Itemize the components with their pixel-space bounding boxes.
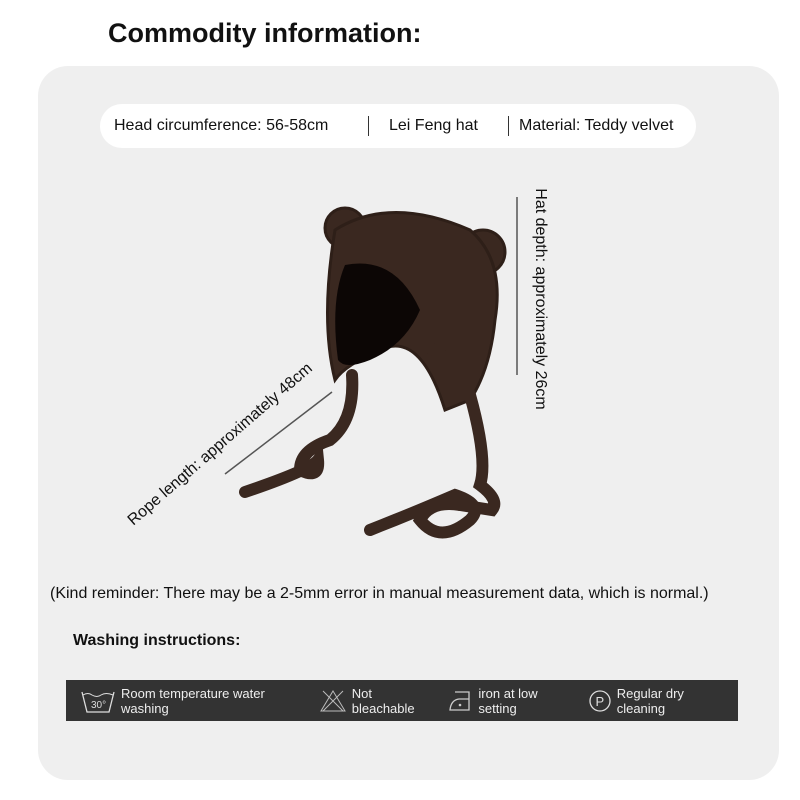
- iron-label: iron at low setting: [478, 685, 538, 716]
- info-panel: [38, 66, 779, 780]
- divider: [368, 116, 369, 136]
- divider: [508, 116, 509, 136]
- rope-line: [224, 391, 333, 475]
- dry-clean-p-icon: P: [588, 689, 612, 713]
- head-circumference: Head circumference: 56-58cm: [114, 117, 329, 134]
- material: Material: Teddy velvet: [519, 117, 674, 134]
- wash-30-icon: 30°: [80, 688, 116, 714]
- no-bleach-icon: [319, 689, 347, 713]
- page-title: Commodity information:: [108, 18, 422, 48]
- washing-title: Washing instructions:: [73, 632, 241, 649]
- dry-clean-label: Regular dry cleaning: [616, 685, 684, 716]
- svg-text:P: P: [595, 694, 604, 709]
- spec-bar: Head circumference: 56-58cm Lei Feng hat…: [100, 104, 696, 148]
- svg-text:30°: 30°: [91, 700, 106, 711]
- iron-low-icon: [447, 688, 473, 714]
- measurement-reminder: (Kind reminder: There may be a 2-5mm err…: [50, 585, 709, 602]
- hat-depth-label: Hat depth: approximately 26cm: [532, 188, 549, 410]
- hat-style: Lei Feng hat: [389, 117, 478, 134]
- washing-bar: 30° Room temperature water washing Not b…: [66, 680, 738, 721]
- bleach-label: Not bleachable: [351, 685, 415, 716]
- wash-label: Room temperature water washing: [121, 685, 265, 716]
